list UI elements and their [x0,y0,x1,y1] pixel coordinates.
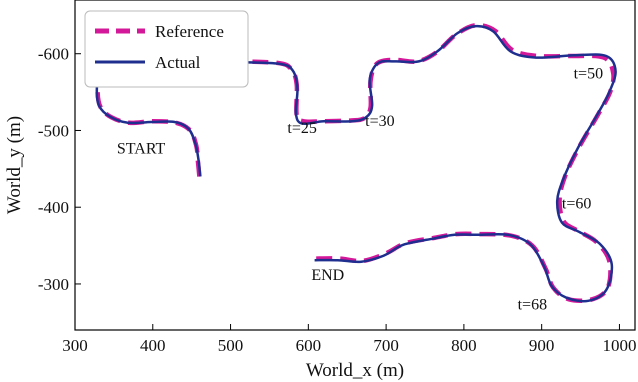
x-tick-label: 400 [140,336,166,355]
x-tick-label: 800 [451,336,477,355]
y-tick-label: -400 [38,198,69,217]
x-tick-label: 1000 [602,336,636,355]
x-tick-label: 900 [529,336,555,355]
legend-label-reference: Reference [155,22,224,41]
annotation-label: t=30 [365,113,394,130]
y-tick-label: -300 [38,275,69,294]
axis-ticks: 300 400 500 600 700 800 900 1000 -300 -400 -500 -60… [38,45,637,355]
annotation-label: END [311,267,344,284]
x-tick-label: 600 [296,336,322,355]
plot-area-frame [74,0,636,331]
annotation-label: t=60 [562,196,591,213]
x-axis-label: World_x (m) [306,360,404,381]
annotation-label: t=25 [287,120,316,137]
annotation-label: START [117,140,166,157]
legend: Reference Actual [84,10,249,88]
x-tick-label: 300 [62,336,88,355]
annotation-label: t=68 [518,296,547,313]
legend-label-actual: Actual [155,53,201,72]
x-tick-label: 500 [218,336,244,355]
x-tick-label: 700 [373,336,399,355]
annotation-label: t=50 [574,65,603,82]
y-tick-label: -500 [38,121,69,140]
y-axis-label: World_y (m) [4,116,25,214]
y-tick-label: -600 [38,45,69,64]
